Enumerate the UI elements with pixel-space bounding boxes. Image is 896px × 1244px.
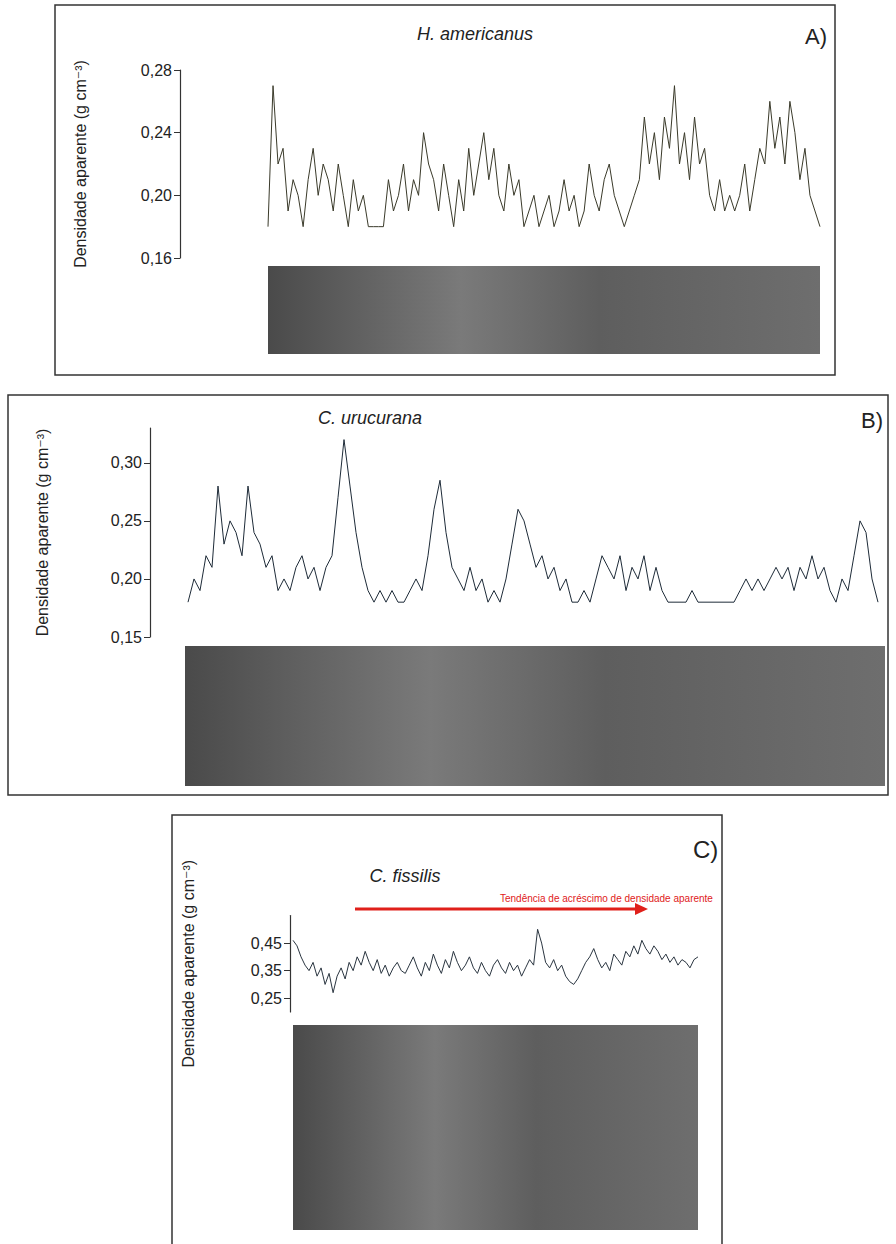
svg-text:C): C) [693, 836, 718, 863]
svg-text:0,20: 0,20 [111, 570, 142, 587]
svg-text:0,35: 0,35 [251, 962, 282, 979]
svg-text:Densidade aparente (g cm⁻³): Densidade aparente (g cm⁻³) [72, 60, 89, 268]
svg-text:0,20: 0,20 [141, 187, 172, 204]
svg-text:0,45: 0,45 [251, 935, 282, 952]
svg-text:0,24: 0,24 [141, 124, 172, 141]
svg-text:H. americanus: H. americanus [417, 24, 533, 44]
svg-text:Densidade aparente (g cm⁻³): Densidade aparente (g cm⁻³) [34, 429, 51, 637]
svg-text:0,28: 0,28 [141, 62, 172, 79]
svg-text:C. urucurana: C. urucurana [318, 408, 422, 428]
svg-text:0,25: 0,25 [111, 512, 142, 529]
svg-text:0,16: 0,16 [141, 250, 172, 267]
svg-text:0,25: 0,25 [251, 990, 282, 1007]
svg-text:B): B) [861, 408, 883, 433]
svg-text:C. fissilis: C. fissilis [370, 866, 441, 886]
svg-text:A): A) [805, 24, 827, 49]
svg-text:0,30: 0,30 [111, 454, 142, 471]
svg-text:Densidade aparente (g cm⁻³): Densidade aparente (g cm⁻³) [180, 860, 197, 1068]
svg-text:Tendência de acréscimo de dens: Tendência de acréscimo de densidade apar… [500, 893, 713, 904]
svg-text:0,15: 0,15 [111, 629, 142, 646]
